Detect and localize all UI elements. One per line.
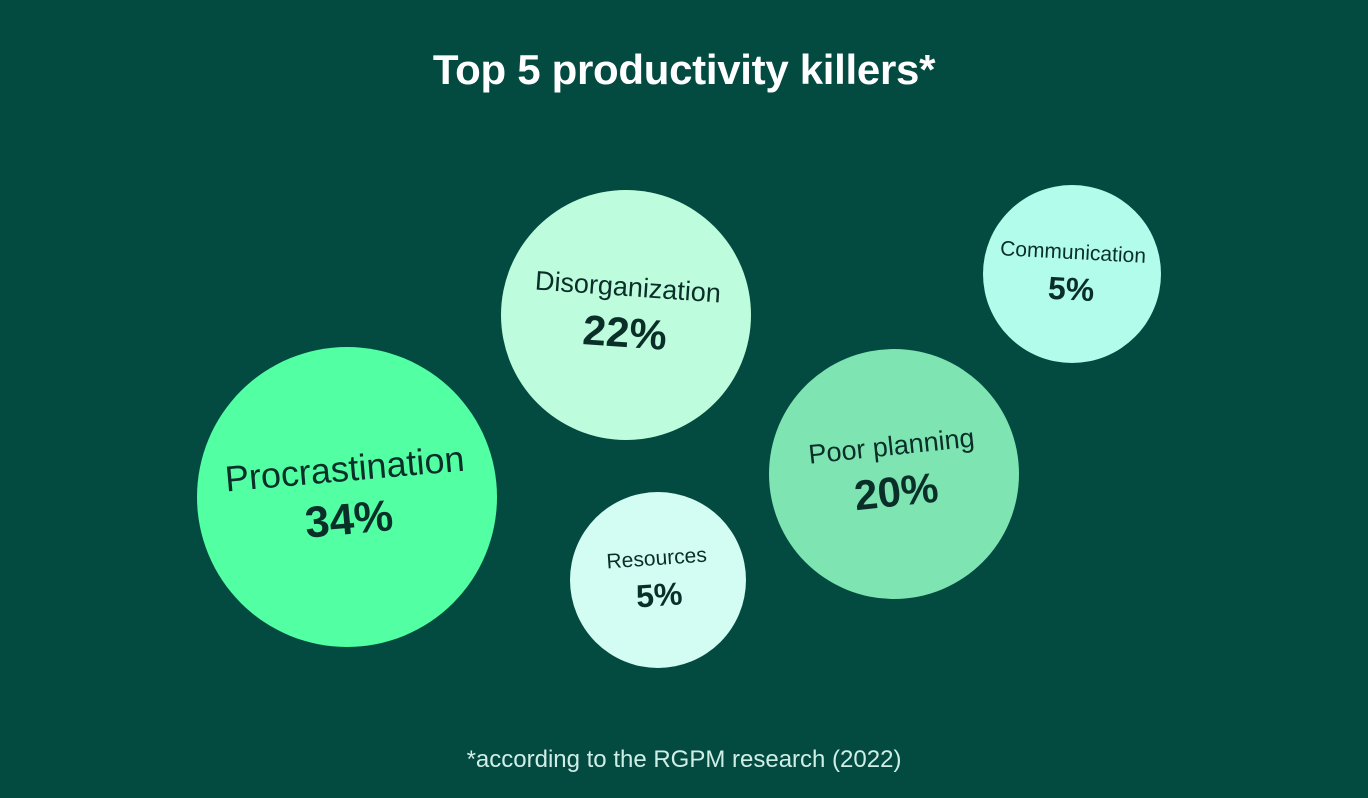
bubble-label-resources: Resources (605, 543, 708, 574)
bubble-value-disorganization: 22% (581, 306, 669, 360)
bubble-communication: Communication 5% (983, 185, 1161, 363)
bubble-label-poor-planning: Poor planning (806, 422, 976, 471)
bubble-disorganization: Disorganization 22% (501, 190, 751, 440)
chart-title: Top 5 productivity killers* (432, 46, 936, 93)
bubble-value-communication: 5% (1047, 269, 1096, 308)
chart-footnote: *according to the RGPM research (2022) (466, 746, 902, 773)
bubble-resources: Resources 5% (570, 492, 746, 668)
bubble-procrastination: Procrastination 34% (197, 347, 497, 647)
bubble-label-procrastination: Procrastination (223, 437, 466, 500)
bubble-poor-planning: Poor planning 20% (769, 349, 1019, 599)
bubble-label-communication: Communication (999, 236, 1147, 268)
bubble-value-procrastination: 34% (302, 491, 395, 549)
bubble-value-poor-planning: 20% (851, 464, 941, 520)
bubble-label-disorganization: Disorganization (534, 265, 722, 309)
bubble-value-resources: 5% (634, 575, 684, 615)
